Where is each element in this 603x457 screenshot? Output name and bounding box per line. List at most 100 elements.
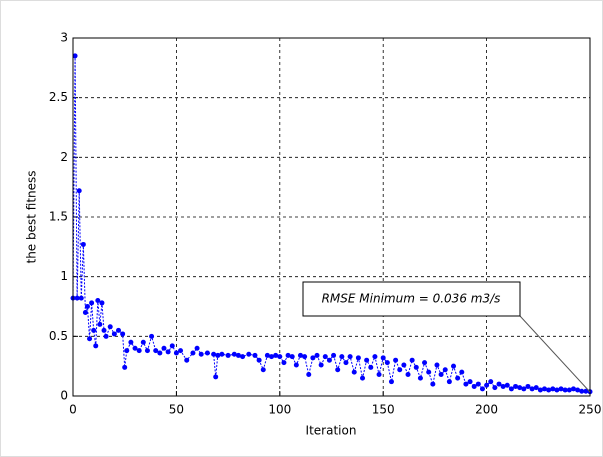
data-point — [542, 386, 548, 392]
data-point — [339, 354, 345, 360]
data-point — [213, 374, 219, 380]
x-tick-label: 100 — [268, 403, 291, 417]
data-point — [82, 309, 88, 315]
data-point — [455, 375, 461, 381]
data-point — [74, 295, 80, 301]
data-point — [99, 300, 105, 306]
y-tick-label: 3 — [60, 31, 68, 45]
data-point — [446, 379, 452, 385]
data-point — [289, 354, 295, 360]
data-point — [438, 372, 444, 378]
data-point — [529, 386, 535, 392]
data-point — [235, 352, 241, 358]
y-tick-label: 2.5 — [49, 90, 68, 104]
data-point — [302, 354, 308, 360]
x-axis-label: Iteration — [306, 424, 357, 438]
data-point — [430, 381, 436, 387]
x-tick-label: 0 — [69, 403, 77, 417]
data-point — [566, 387, 572, 393]
data-point — [343, 360, 349, 366]
data-point — [488, 379, 494, 385]
data-point — [225, 352, 231, 358]
data-point — [95, 298, 101, 304]
data-point — [246, 351, 252, 357]
data-point — [384, 360, 390, 366]
data-point — [368, 364, 374, 370]
data-point — [546, 387, 552, 393]
y-tick-label: 0.5 — [49, 329, 68, 343]
data-point — [533, 385, 539, 391]
data-point — [360, 375, 366, 381]
data-point — [211, 351, 217, 357]
x-tick-label: 250 — [579, 403, 602, 417]
data-point — [101, 327, 107, 333]
x-tick-label: 50 — [169, 403, 184, 417]
data-point — [554, 387, 560, 393]
data-point — [269, 354, 275, 360]
data-point — [331, 352, 337, 358]
data-point — [260, 367, 266, 373]
data-point — [508, 386, 514, 392]
data-point — [517, 385, 523, 391]
data-point — [583, 388, 589, 394]
data-point — [463, 381, 469, 387]
data-point — [376, 372, 382, 378]
data-point — [231, 351, 237, 357]
data-point — [281, 360, 287, 366]
data-point — [422, 360, 428, 366]
data-point — [277, 354, 283, 360]
data-point — [326, 357, 332, 363]
annotation-box — [302, 281, 521, 317]
data-point — [525, 383, 531, 389]
y-tick-label: 2 — [60, 150, 68, 164]
data-point — [364, 357, 370, 363]
data-point — [144, 348, 150, 354]
data-point — [537, 387, 543, 393]
data-point — [401, 362, 407, 368]
data-point — [149, 333, 155, 339]
data-point — [575, 387, 581, 393]
data-point — [492, 385, 498, 391]
data-point — [471, 383, 477, 389]
data-point — [219, 351, 225, 357]
y-tick-label: 1.5 — [49, 210, 68, 224]
data-point — [314, 352, 320, 358]
data-point — [256, 357, 262, 363]
data-point — [97, 321, 103, 327]
data-point — [215, 352, 221, 358]
data-point — [297, 352, 303, 358]
data-point — [76, 188, 82, 194]
data-point — [72, 53, 78, 59]
data-point — [393, 357, 399, 363]
x-tick-label: 150 — [372, 403, 395, 417]
data-point — [467, 379, 473, 385]
data-point — [479, 386, 485, 392]
data-point — [570, 386, 576, 392]
data-point — [500, 383, 506, 389]
data-point — [558, 386, 564, 392]
data-point — [120, 331, 126, 337]
data-point — [579, 388, 585, 394]
data-point — [111, 331, 117, 337]
data-point — [413, 364, 419, 370]
data-point — [521, 386, 527, 392]
data-point — [91, 327, 97, 333]
data-point — [140, 339, 146, 345]
data-point — [264, 352, 270, 358]
data-point — [484, 382, 490, 388]
data-point — [322, 354, 328, 360]
y-tick-label: 0 — [60, 389, 68, 403]
data-point — [78, 295, 84, 301]
data-point — [372, 354, 378, 360]
data-point — [252, 352, 258, 358]
data-point — [84, 304, 90, 309]
data-point — [136, 348, 142, 354]
data-point — [161, 345, 167, 351]
data-point — [347, 354, 353, 360]
data-point — [504, 382, 510, 388]
data-point — [380, 355, 386, 361]
data-point — [285, 352, 291, 358]
data-point — [87, 336, 93, 342]
data-point — [426, 369, 432, 375]
